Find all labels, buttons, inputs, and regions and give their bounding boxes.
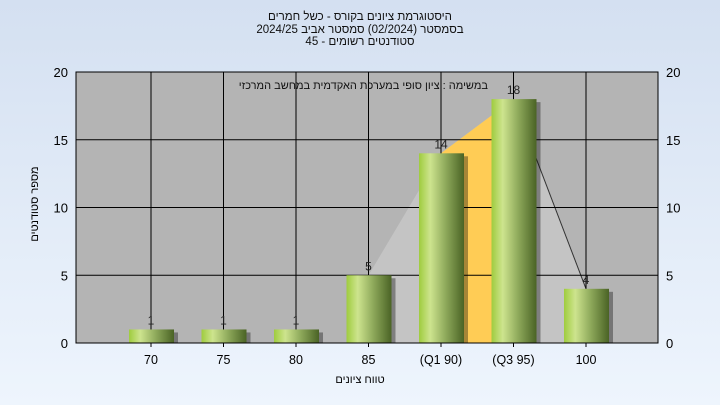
y-tick-label-left: 0 — [61, 336, 68, 351]
x-tick-label: 75 — [217, 353, 231, 367]
x-tick-label: (Q1 90) — [420, 353, 462, 367]
bar-value-label: 1 — [220, 313, 227, 327]
y-tick-label-right: 0 — [666, 336, 673, 351]
x-tick-label: (Q3 95) — [492, 353, 534, 367]
bar-value-label: 14 — [434, 137, 448, 151]
bar — [346, 275, 392, 343]
plot-border — [75, 71, 659, 344]
bar — [564, 288, 609, 343]
bar — [419, 153, 464, 343]
y-axis-label: מספר סטודנטים — [29, 166, 41, 242]
bar-value-label: 18 — [507, 83, 521, 97]
x-tick-label: 85 — [362, 353, 376, 367]
y-tick-label-left: 15 — [54, 133, 68, 148]
bar-value-label: 4 — [583, 273, 590, 287]
y-tick-label-right: 20 — [666, 65, 680, 80]
bar — [274, 329, 319, 343]
y-tick-label-left: 5 — [61, 268, 68, 283]
y-tick-label-right: 5 — [666, 268, 673, 283]
x-axis-label: טווח ציונים — [335, 374, 385, 386]
bar — [491, 99, 537, 343]
x-tick-label: 100 — [576, 353, 597, 367]
bar-value-label: 1 — [293, 313, 300, 327]
bar — [129, 329, 174, 343]
bar — [201, 329, 247, 343]
y-tick-label-left: 20 — [54, 65, 68, 80]
bar-value-label: 1 — [148, 313, 155, 327]
title-line-2: בסמסטר (02/2024) סמסטר אביב 2024/25 — [256, 23, 464, 36]
y-tick-label-right: 15 — [666, 133, 680, 148]
x-tick-label: 70 — [144, 353, 158, 367]
y-tick-label-right: 10 — [666, 201, 680, 216]
y-tick-label-left: 10 — [54, 201, 68, 216]
annotation-text: במשימה : ציון סופי במערכת האקדמית במחשב … — [239, 80, 489, 92]
x-tick-label: 80 — [289, 353, 303, 367]
title-line-3: סטודנטים רשומים - 45 — [305, 36, 415, 48]
title-line-1: היסטוגרמת ציונים בקורס - כשל חמרים — [268, 11, 452, 23]
bar-value-label: 5 — [365, 259, 372, 273]
chart-title: היסטוגרמת ציונים בקורס - כשל חמרים בסמסט… — [0, 11, 720, 49]
